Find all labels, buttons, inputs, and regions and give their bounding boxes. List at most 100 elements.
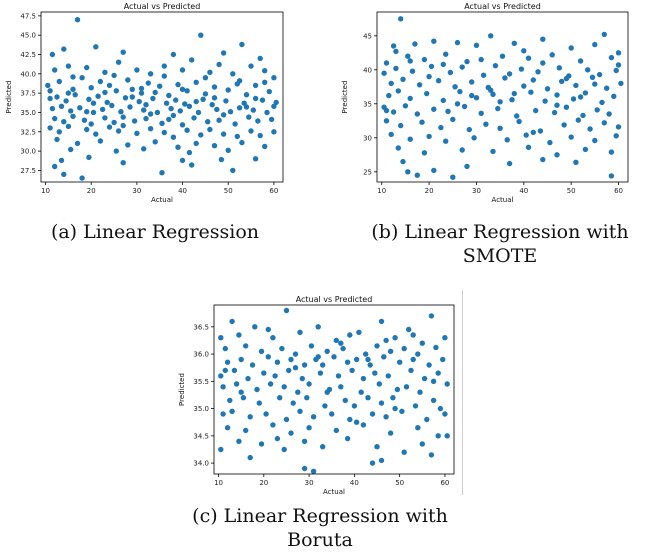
- scatter-point: [608, 173, 615, 179]
- scatter-point: [385, 373, 391, 379]
- scatter-point: [159, 120, 165, 127]
- scatter-point: [414, 172, 420, 178]
- x-tick-label: 30: [132, 187, 141, 195]
- scatter-point: [483, 121, 489, 127]
- y-tick-label: 27.5: [20, 167, 36, 175]
- scatter-point: [125, 142, 131, 148]
- scatter-point: [459, 147, 465, 153]
- scatter-point: [223, 98, 229, 104]
- y-tick-label: 45: [363, 32, 372, 40]
- scatter-point: [459, 64, 465, 70]
- scatter-point: [387, 348, 394, 354]
- scatter-point: [397, 359, 403, 365]
- scatter-points: [218, 307, 450, 474]
- scatter-point: [383, 414, 389, 420]
- scatter-point: [471, 135, 477, 141]
- scatter-points: [381, 16, 624, 180]
- scatter-point: [393, 65, 399, 72]
- scatter-point: [424, 90, 430, 97]
- scatter-point: [218, 373, 224, 379]
- scatter-point: [168, 105, 174, 112]
- scatter-point: [68, 108, 74, 114]
- scatter-point: [530, 129, 536, 136]
- scatter-point: [220, 50, 227, 56]
- scatter-point: [259, 97, 266, 103]
- scatter-point: [301, 465, 308, 472]
- scatter-point: [239, 139, 245, 146]
- x-tick-label: 60: [614, 187, 623, 195]
- scatter-point: [232, 121, 238, 127]
- scatter-point: [288, 430, 294, 436]
- scatter-point: [207, 69, 213, 76]
- scatter-point: [218, 335, 224, 341]
- scatter-point: [63, 98, 69, 104]
- scatter-point: [442, 335, 448, 341]
- scatter-point: [333, 427, 339, 434]
- scatter-point: [452, 84, 458, 90]
- scatter-point: [222, 345, 228, 352]
- y-tick-label: 42.5: [20, 51, 36, 59]
- scatter-point: [125, 77, 131, 83]
- scatter-point: [594, 107, 600, 113]
- scatter-point: [74, 140, 81, 147]
- scatter-point: [277, 395, 283, 401]
- scatter-point: [179, 122, 186, 128]
- caption-linear-regression: (a) Linear Regression: [20, 220, 290, 244]
- scatter-point: [301, 362, 308, 368]
- scatter-point: [416, 82, 423, 88]
- scatter-point: [258, 441, 265, 447]
- scatter-point: [378, 400, 385, 406]
- caption-line: (b) Linear Regression with: [371, 221, 629, 243]
- scatter-point: [596, 71, 603, 78]
- scatter-point: [424, 416, 430, 423]
- scatter-point: [410, 332, 416, 338]
- scatter-point: [611, 93, 617, 100]
- scatter-point: [245, 375, 251, 382]
- scatter-point: [511, 90, 517, 97]
- scatter-point: [440, 356, 446, 363]
- scatter-point: [442, 411, 448, 417]
- scatter-point: [304, 395, 310, 401]
- scatter-point: [129, 86, 135, 93]
- x-tick-label: 40: [350, 479, 359, 487]
- scatter-point: [310, 468, 317, 474]
- scatter-point: [431, 167, 437, 174]
- scatter-point: [440, 97, 446, 104]
- scatter-point: [530, 77, 536, 83]
- scatter-point: [435, 370, 441, 376]
- scatter-point: [252, 95, 259, 102]
- scatter-point: [604, 85, 610, 91]
- scatter-point: [81, 117, 88, 123]
- x-tick-label: 10: [377, 187, 386, 195]
- scatter-point: [537, 128, 544, 134]
- scatter-point: [243, 427, 249, 434]
- scatter-point: [464, 163, 470, 170]
- scatter-point: [615, 62, 622, 68]
- y-tick-label: 34.5: [193, 432, 209, 440]
- scatter-plot: 10 20 30 40 50 60 34.0 34.5 35.0 35.5 36.0 36.5 Actu…: [178, 295, 455, 496]
- scatter-point: [347, 332, 353, 338]
- scatter-point: [392, 405, 398, 412]
- scatter-point: [263, 411, 269, 417]
- scatter-point: [109, 102, 115, 109]
- scatter-point: [88, 121, 94, 127]
- scatter-point: [315, 354, 321, 360]
- scatter-point: [120, 160, 126, 166]
- scatter-point: [374, 444, 380, 450]
- scatter-point: [525, 144, 532, 150]
- scatter-point: [247, 454, 253, 461]
- scatter-point: [613, 133, 619, 139]
- scatter-point: [575, 117, 581, 123]
- scatter-point: [173, 97, 179, 103]
- scatter-point: [568, 45, 574, 51]
- scatter-point: [113, 148, 120, 154]
- scatter-point: [54, 136, 60, 143]
- scatter-point: [383, 60, 390, 66]
- scatter-point: [47, 88, 53, 94]
- scatter-point: [238, 356, 244, 363]
- scatter-point: [402, 103, 409, 109]
- scatter-point: [301, 438, 308, 444]
- scatter-point: [88, 85, 94, 91]
- scatter-point: [504, 137, 510, 143]
- scatter-point: [239, 41, 245, 48]
